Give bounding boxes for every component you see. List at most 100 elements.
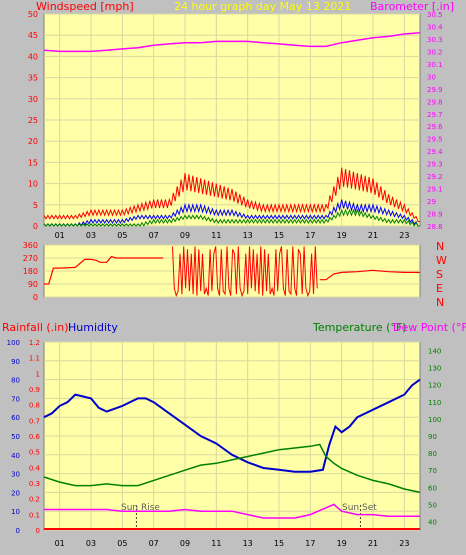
hour-tick-label: 19 [337,539,347,548]
barometer-tick-label: 29 [427,198,436,206]
barometer-line [43,31,421,53]
compass-label: W [436,254,447,267]
wind-tick-label: 40 [28,52,38,61]
hour-tick-label: 21 [368,231,378,240]
humidity-tick-label: 90 [11,358,20,366]
direction-tick-label: 270 [23,254,38,263]
barometer-tick-label: 29.9 [427,86,443,94]
direction-tick-label: 0 [33,293,38,302]
humidity-axis-label: Humidity [68,321,118,334]
hour-tick-label: 15 [274,231,284,240]
hour-tick-label: 17 [305,231,315,240]
direction-tick-label: 360 [23,241,38,250]
hour-tick-label: 05 [117,231,127,240]
dew-point-axis-label: Dew Point (°F) [393,321,466,334]
hour-tick-label: 23 [399,231,409,240]
temperature-tick-label: 40 [428,518,437,526]
direction-tick-label: 180 [23,267,38,276]
hour-tick-label: 07 [149,539,159,548]
rain-tick-label: 1 [36,370,40,378]
wind-tick-label: 15 [28,158,38,167]
hour-tick-label: 01 [55,539,65,548]
hour-tick-label: 15 [274,539,284,548]
barometer-tick-label: 29.8 [427,98,443,106]
hour-tick-label: 01 [55,231,65,240]
hour-tick-label: 13 [243,231,253,240]
wind-barometer-chart: 0510152025303540455028.828.92929.129.229… [28,10,443,240]
hour-tick-label: 13 [243,539,253,548]
humidity-tick-label: 30 [11,471,20,479]
wind-average-line [43,199,420,227]
rain-tick-label: 1.2 [29,339,40,347]
humidity-tick-label: 50 [11,433,20,441]
humidity-tick-label: 20 [11,489,20,497]
compass-label: N [436,296,444,309]
barometer-tick-label: 28.8 [427,223,443,231]
humidity-tick-label: 0 [16,527,20,535]
dew-point-line [44,503,420,519]
rain-tick-label: 1.1 [29,355,40,363]
temperature-tick-label: 130 [428,365,441,373]
barometer-tick-label: 30 [427,73,436,81]
temperature-tick-label: 60 [428,484,437,492]
barometer-tick-label: 29.5 [427,136,443,144]
temperature-tick-label: 50 [428,501,437,509]
humidity-tick-label: 60 [11,414,20,422]
wind-gust-line [43,167,421,223]
compass-label: E [436,282,443,295]
windspeed-axis-label: Windspeed [mph] [36,0,134,13]
rainfall-axis-label: Rainfall (.in) [2,321,69,334]
rain-tick-label: 0.1 [29,511,40,519]
temperature-tick-label: 70 [428,467,437,475]
barometer-tick-label: 30.3 [427,36,443,44]
hour-tick-label: 21 [368,539,378,548]
humidity-line [43,378,421,473]
temperature-tick-label: 80 [428,450,437,458]
compass-label: N [436,240,444,253]
compass-label: S [436,268,443,281]
temperature-humidity-chart: 010203040506070809010000.10.20.30.40.50.… [7,339,442,548]
hour-tick-label: 07 [149,231,159,240]
hour-tick-label: 11 [211,231,221,240]
barometer-tick-label: 30.5 [427,11,443,19]
temperature-axis-label: Temperature (°F) [312,321,407,334]
barometer-tick-label: 29.3 [427,161,443,169]
wind-tick-label: 50 [28,10,38,19]
barometer-tick-label: 30.1 [427,61,443,69]
wind-tick-label: 45 [28,31,38,40]
hour-tick-label: 09 [180,539,190,548]
barometer-tick-label: 28.9 [427,211,443,219]
wind-tick-label: 5 [33,201,38,210]
direction-tick-label: 90 [28,280,38,289]
hour-tick-label: 09 [180,231,190,240]
barometer-tick-label: 29.4 [427,148,443,156]
wind-tick-label: 30 [28,95,38,104]
barometer-tick-label: 30.2 [427,48,443,56]
hour-tick-label: 19 [337,231,347,240]
temperature-tick-label: 140 [428,348,441,356]
humidity-tick-label: 40 [11,452,20,460]
rain-tick-label: 0.3 [29,480,40,488]
wind-tick-label: 10 [28,180,38,189]
rain-tick-label: 0.4 [29,464,41,472]
wind-tick-label: 35 [28,74,38,83]
wind-tick-label: 0 [33,222,38,231]
wind-tick-label: 20 [28,137,38,146]
temperature-tick-label: 100 [428,416,441,424]
hour-tick-label: 05 [117,539,127,548]
temperature-tick-label: 120 [428,382,441,390]
direction-line [319,269,420,281]
chart-title: 24 hour graph day May 13 2021 [174,0,351,13]
rain-tick-label: 0.9 [29,386,40,394]
temperature-line [43,443,421,494]
barometer-tick-label: 29.1 [427,186,443,194]
humidity-tick-label: 70 [11,395,20,403]
barometer-tick-label: 29.6 [427,123,443,131]
barometer-tick-label: 30.4 [427,23,443,31]
barometer-tick-label: 29.7 [427,111,443,119]
hour-tick-label: 11 [211,539,221,548]
rain-tick-label: 0.2 [29,496,40,504]
sun-set-label: Sun Set [342,503,377,513]
